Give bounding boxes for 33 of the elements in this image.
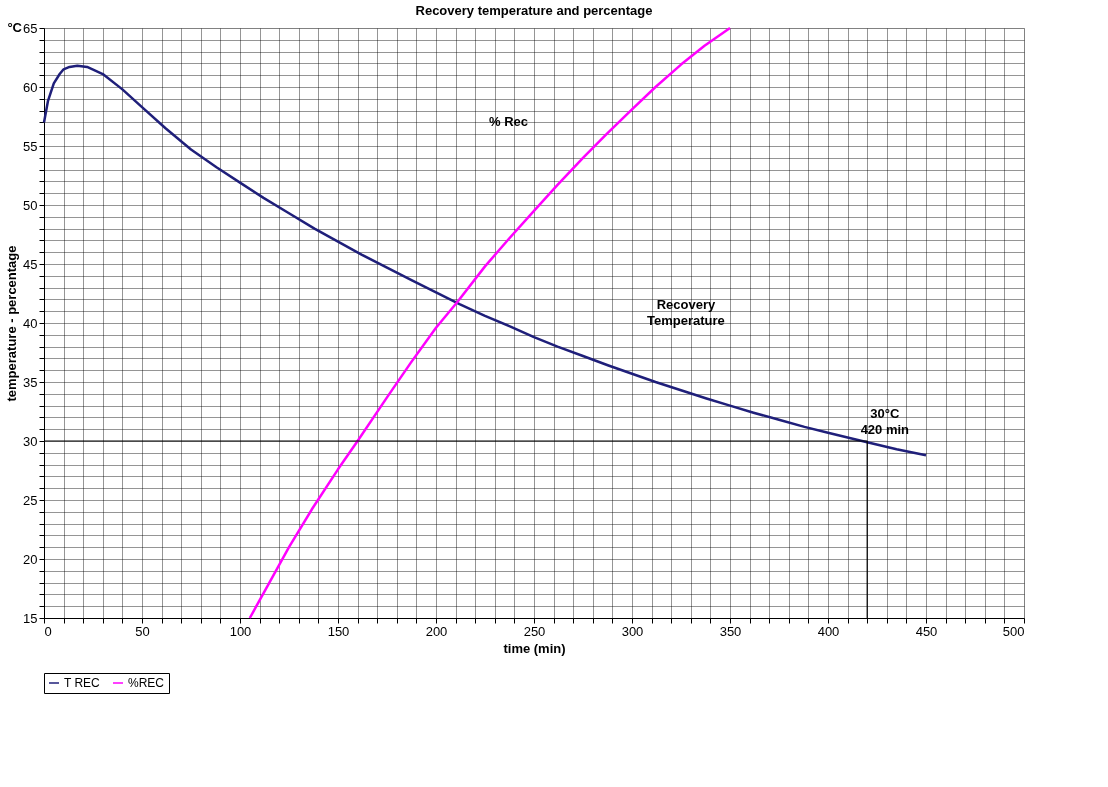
y-tick-label: 25 — [23, 492, 38, 508]
x-tick-label: 200 — [425, 623, 448, 639]
x-tick-label: 50 — [135, 623, 150, 639]
x-tick-label: 350 — [719, 623, 742, 639]
legend-label: T REC — [64, 676, 101, 690]
y-axis-title: temperature - percentage — [4, 245, 20, 402]
y-tick-label: 65 — [23, 20, 38, 36]
y-tick-label: 60 — [23, 79, 38, 95]
text: °C — [7, 20, 23, 35]
chart-title: Recovery temperature and percentage — [415, 3, 653, 18]
annotation: Recovery Temperature — [647, 297, 725, 329]
annotation: % Rec — [489, 114, 529, 130]
x-tick-label: 250 — [523, 623, 546, 639]
annotation: 30°C 420 min — [860, 406, 910, 438]
y-tick-label: 20 — [23, 551, 38, 567]
x-tick-label: 400 — [817, 623, 840, 639]
x-tick-label: 300 — [621, 623, 644, 639]
line-series — [248, 26, 732, 620]
x-axis-title: time (min) — [503, 640, 566, 656]
y-tick-label: 45 — [23, 256, 38, 272]
y-tick-label: 40 — [23, 315, 38, 331]
y-tick-label: 55 — [23, 138, 38, 154]
y-tick-label: 30 — [23, 433, 38, 449]
line-series — [42, 64, 928, 457]
x-tick-label: 0 — [44, 623, 52, 639]
legend-label: %REC — [128, 676, 165, 690]
x-tick-label: 500 — [1002, 623, 1025, 639]
x-tick-label: 450 — [915, 623, 938, 639]
x-tick-label: 100 — [229, 623, 252, 639]
x-tick-label: 150 — [327, 623, 350, 639]
y-tick-label: 35 — [23, 374, 38, 390]
y-tick-label: 50 — [23, 197, 38, 213]
y-tick-label: 15 — [23, 610, 38, 626]
